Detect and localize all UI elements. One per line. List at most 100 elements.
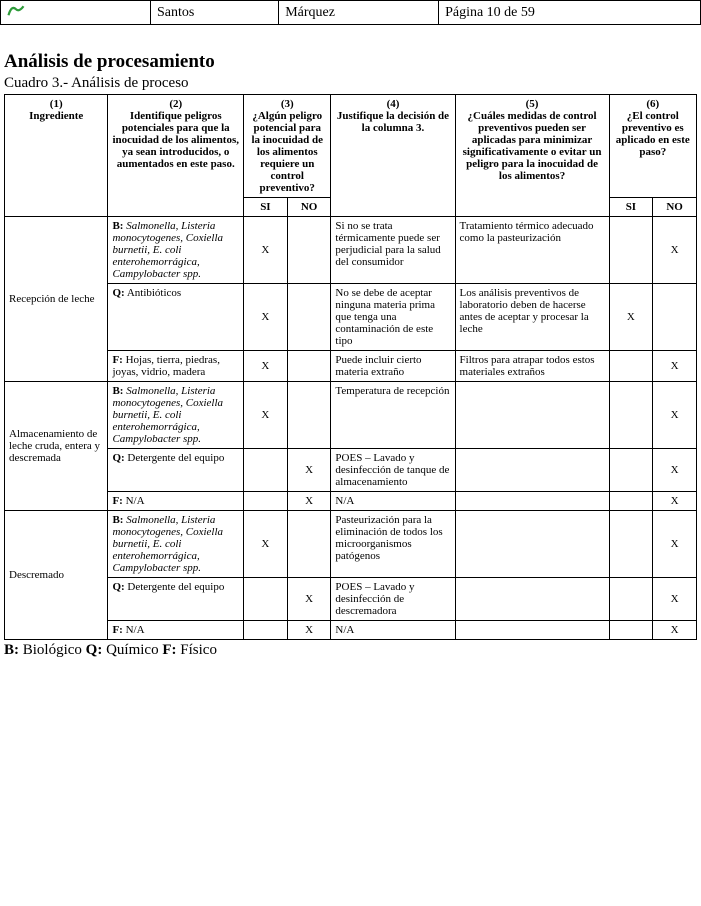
col6-no-cell: X <box>653 492 697 511</box>
table-body: Recepción de lecheB: Salmonella, Listeri… <box>5 217 697 640</box>
col6-si-cell <box>609 351 653 382</box>
col6-no-cell: X <box>653 511 697 578</box>
col6-si-cell <box>609 382 653 449</box>
justify-cell: N/A <box>331 492 455 511</box>
measures-cell <box>455 382 609 449</box>
th-col2-text: Identifique peligros potenciales para qu… <box>112 110 239 170</box>
col3-si-cell: X <box>244 511 288 578</box>
process-table: (1) Ingrediente (2) Identifique peligros… <box>4 94 697 640</box>
measures-cell <box>455 511 609 578</box>
measures-cell: Los análisis preventivos de laboratorio … <box>455 284 609 351</box>
th-col1-num: (1) <box>50 98 63 110</box>
legend-b-text: Biológico <box>23 642 82 658</box>
table-row: Q: Detergente del equipoXPOES – Lavado y… <box>5 449 697 492</box>
table-row: DescremadoB: Salmonella, Listeria monocy… <box>5 511 697 578</box>
section-subtitle: Cuadro 3.- Análisis de proceso <box>4 75 697 92</box>
table-row: Almacenamiento de leche cruda, entera y … <box>5 382 697 449</box>
th-col3-no: NO <box>287 198 331 217</box>
col3-si-cell: X <box>244 382 288 449</box>
col3-no-cell: X <box>287 621 331 640</box>
col3-no-cell <box>287 382 331 449</box>
table-row: Q: AntibióticosXNo se debe de aceptar ni… <box>5 284 697 351</box>
col3-si-cell: X <box>244 351 288 382</box>
header-table: Santos Márquez Página 10 de 59 <box>0 0 701 25</box>
header-name1: Santos <box>151 1 279 25</box>
measures-cell <box>455 578 609 621</box>
col3-no-cell: X <box>287 492 331 511</box>
th-col3-si: SI <box>244 198 288 217</box>
col3-no-cell: X <box>287 449 331 492</box>
th-col5-text: ¿Cuáles medidas de control preventivos p… <box>463 110 602 182</box>
col6-si-cell <box>609 217 653 284</box>
th-col2: (2) Identifique peligros potenciales par… <box>108 95 244 217</box>
hazard-cell: F: N/A <box>108 492 244 511</box>
col6-si-cell <box>609 621 653 640</box>
th-col6: (6) ¿El control preventivo es aplicado e… <box>609 95 696 198</box>
measures-cell <box>455 621 609 640</box>
hazard-cell: Q: Detergente del equipo <box>108 449 244 492</box>
measures-cell <box>455 492 609 511</box>
col6-no-cell: X <box>653 578 697 621</box>
col3-no-cell <box>287 284 331 351</box>
col6-no-cell: X <box>653 449 697 492</box>
justify-cell: Temperatura de recepción <box>331 382 455 449</box>
th-col6-num: (6) <box>646 98 659 110</box>
th-col6-no: NO <box>653 198 697 217</box>
table-row: Q: Detergente del equipoXPOES – Lavado y… <box>5 578 697 621</box>
justify-cell: Si no se trata térmicamente puede ser pe… <box>331 217 455 284</box>
col6-si-cell <box>609 578 653 621</box>
logo-cell <box>1 1 151 25</box>
hazard-cell: Q: Detergente del equipo <box>108 578 244 621</box>
header-page: Página 10 de 59 <box>439 1 701 25</box>
th-col4: (4) Justifique la decisión de la columna… <box>331 95 455 217</box>
col6-si-cell <box>609 492 653 511</box>
hazard-cell: F: N/A <box>108 621 244 640</box>
col3-no-cell <box>287 217 331 284</box>
th-col5-num: (5) <box>526 98 539 110</box>
hazard-cell: F: Hojas, tierra, piedras, joyas, vidrio… <box>108 351 244 382</box>
th-col1: (1) Ingrediente <box>5 95 108 217</box>
th-col6-text: ¿El control preventivo es aplicado en es… <box>616 110 690 158</box>
justify-cell: Pasteurización para la eliminación de to… <box>331 511 455 578</box>
col3-no-cell <box>287 351 331 382</box>
col6-no-cell: X <box>653 217 697 284</box>
hazard-cell: B: Salmonella, Listeria monocytogenes, C… <box>108 382 244 449</box>
table-row: F: N/AXN/AX <box>5 492 697 511</box>
measures-cell: Tratamiento térmico adecuado como la pas… <box>455 217 609 284</box>
col6-no-cell: X <box>653 621 697 640</box>
th-col6-si: SI <box>609 198 653 217</box>
col3-no-cell: X <box>287 578 331 621</box>
legend-q-text: Químico <box>106 642 159 658</box>
justify-cell: POES – Lavado y desinfección de tanque d… <box>331 449 455 492</box>
col3-si-cell: X <box>244 284 288 351</box>
section-title: Análisis de procesamiento <box>4 51 697 73</box>
col3-si-cell <box>244 621 288 640</box>
logo-icon <box>7 3 25 17</box>
th-col5: (5) ¿Cuáles medidas de control preventiv… <box>455 95 609 217</box>
legend-q: Q: <box>86 642 103 658</box>
col6-si-cell <box>609 449 653 492</box>
th-col4-text: Justifique la decisión de la columna 3. <box>337 110 449 134</box>
legend: B: Biológico Q: Químico F: Físico <box>4 642 697 659</box>
hazard-cell: Q: Antibióticos <box>108 284 244 351</box>
col6-no-cell <box>653 284 697 351</box>
col6-no-cell: X <box>653 382 697 449</box>
th-col2-num: (2) <box>169 98 182 110</box>
justify-cell: N/A <box>331 621 455 640</box>
legend-f-text: Físico <box>180 642 217 658</box>
col3-si-cell <box>244 449 288 492</box>
th-col3-text: ¿Algún peligro potencial para la inocuid… <box>251 110 323 194</box>
th-col1-text: Ingrediente <box>29 110 83 122</box>
ingredient-cell: Recepción de leche <box>5 217 108 382</box>
th-col4-num: (4) <box>387 98 400 110</box>
col6-no-cell: X <box>653 351 697 382</box>
col3-si-cell <box>244 492 288 511</box>
hazard-cell: B: Salmonella, Listeria monocytogenes, C… <box>108 217 244 284</box>
col6-si-cell: X <box>609 284 653 351</box>
legend-f: F: <box>162 642 176 658</box>
justify-cell: Puede incluir cierto materia extraño <box>331 351 455 382</box>
justify-cell: POES – Lavado y desinfección de descrema… <box>331 578 455 621</box>
justify-cell: No se debe de aceptar ninguna materia pr… <box>331 284 455 351</box>
col3-no-cell <box>287 511 331 578</box>
ingredient-cell: Descremado <box>5 511 108 640</box>
